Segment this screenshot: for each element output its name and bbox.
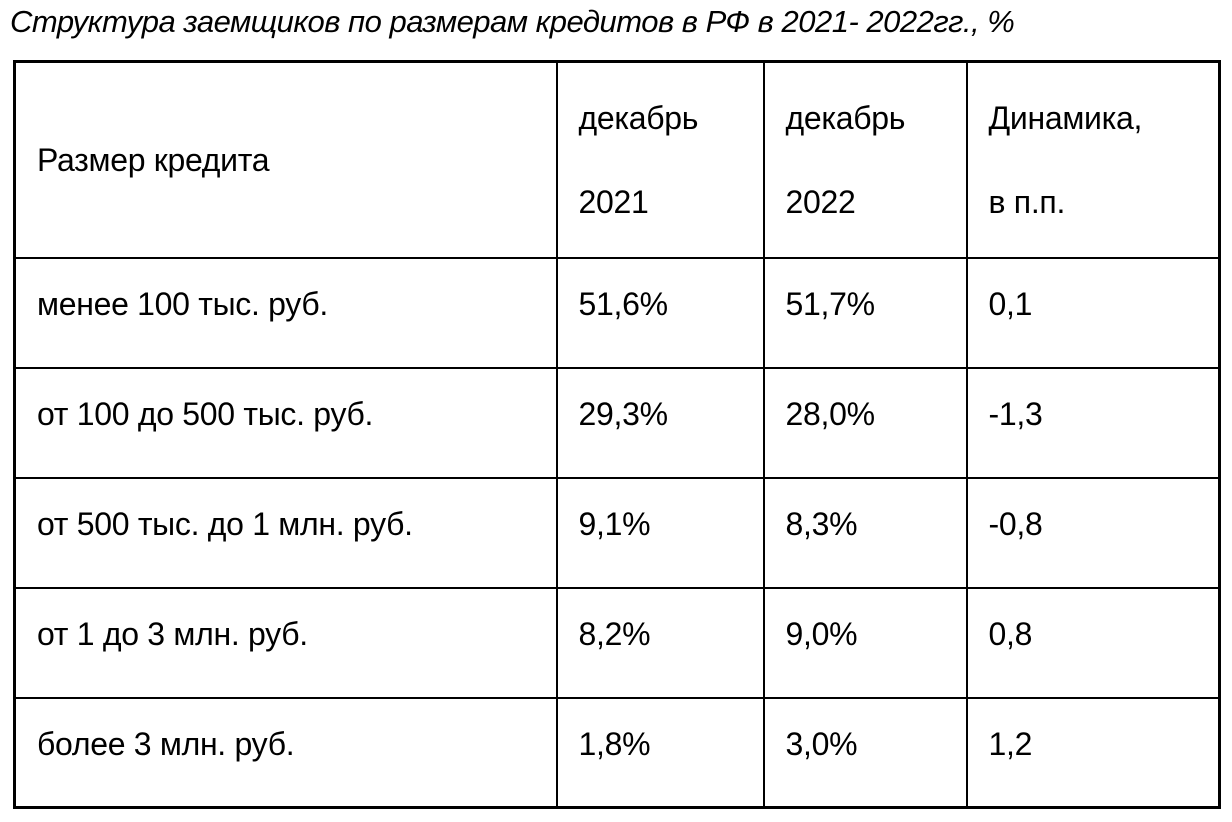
value-dec-2022-cell: 3,0%: [762, 696, 968, 809]
table-row: менее 100 тыс. руб. 51,6% 51,7% 0,1: [13, 256, 1221, 369]
dynamics-cell: 1,2: [965, 696, 1221, 809]
table-body: менее 100 тыс. руб. 51,6% 51,7% 0,1 от 1…: [13, 256, 1221, 809]
table-title: Структура заемщиков по размерам кредитов…: [10, 4, 1015, 39]
table-row: от 100 до 500 тыс. руб. 29,3% 28,0% -1,3: [13, 366, 1221, 479]
loan-size-cell: от 1 до 3 млн. руб.: [13, 586, 558, 699]
borrowers-structure-table: Размер кредита декабрь 2021 декабрь 2022…: [13, 60, 1221, 809]
dynamics-cell: -0,8: [965, 476, 1221, 589]
table-row: от 1 до 3 млн. руб. 8,2% 9,0% 0,8: [13, 586, 1221, 699]
value-dec-2021-cell: 1,8%: [555, 696, 765, 809]
loan-size-cell: от 500 тыс. до 1 млн. руб.: [13, 476, 558, 589]
table-header: Размер кредита декабрь 2021 декабрь 2022…: [13, 60, 1221, 259]
loan-size-cell: менее 100 тыс. руб.: [13, 256, 558, 369]
value-dec-2021-cell: 51,6%: [555, 256, 765, 369]
dynamics-cell: 0,1: [965, 256, 1221, 369]
header-december-2021: декабрь 2021: [555, 60, 765, 259]
dynamics-cell: -1,3: [965, 366, 1221, 479]
header-loan-size: Размер кредита: [13, 60, 558, 259]
value-dec-2022-cell: 28,0%: [762, 366, 968, 479]
header-row: Размер кредита декабрь 2021 декабрь 2022…: [13, 60, 1221, 259]
value-dec-2022-cell: 51,7%: [762, 256, 968, 369]
loan-size-cell: от 100 до 500 тыс. руб.: [13, 366, 558, 479]
table-row: от 500 тыс. до 1 млн. руб. 9,1% 8,3% -0,…: [13, 476, 1221, 589]
value-dec-2022-cell: 8,3%: [762, 476, 968, 589]
value-dec-2021-cell: 9,1%: [555, 476, 765, 589]
dynamics-cell: 0,8: [965, 586, 1221, 699]
header-dynamics: Динамика, в п.п.: [965, 60, 1221, 259]
header-december-2022: декабрь 2022: [762, 60, 968, 259]
value-dec-2021-cell: 29,3%: [555, 366, 765, 479]
value-dec-2022-cell: 9,0%: [762, 586, 968, 699]
loan-size-cell: более 3 млн. руб.: [13, 696, 558, 809]
table-row: более 3 млн. руб. 1,8% 3,0% 1,2: [13, 696, 1221, 809]
value-dec-2021-cell: 8,2%: [555, 586, 765, 699]
